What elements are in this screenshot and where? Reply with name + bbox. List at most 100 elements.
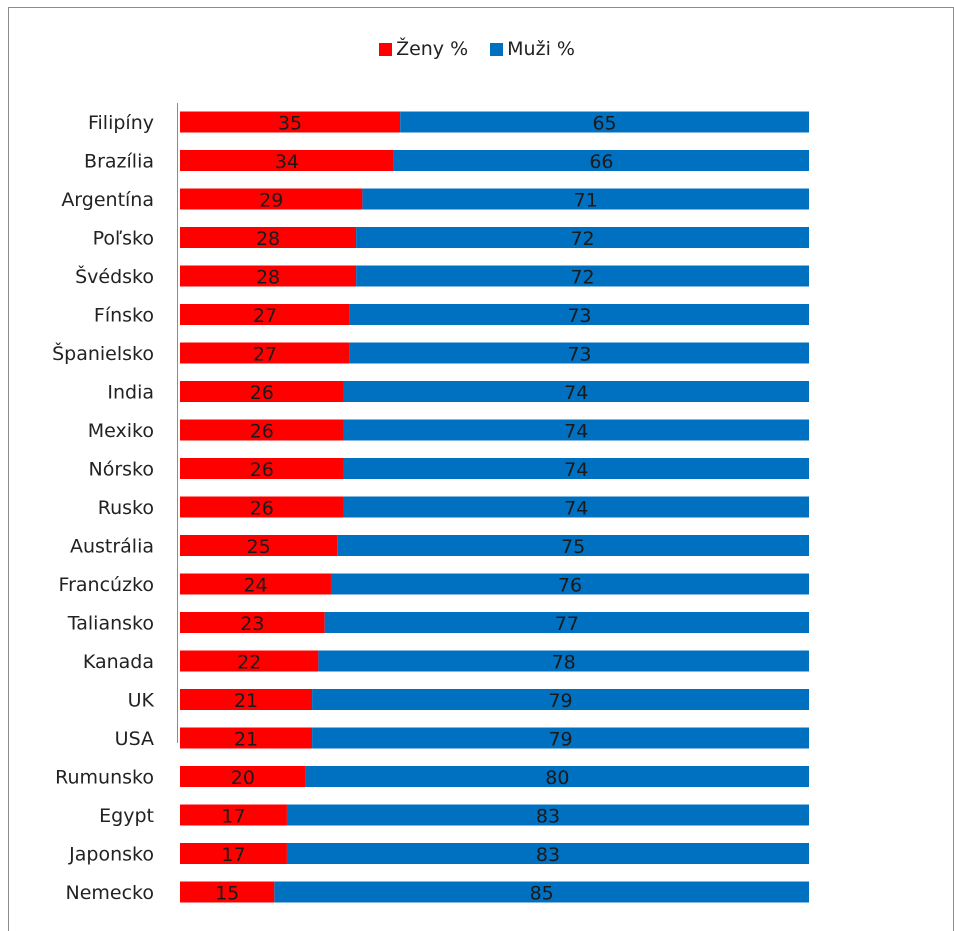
bar-men xyxy=(356,265,809,287)
data-label-women: 26 xyxy=(250,498,274,520)
data-label-women: 34 xyxy=(275,151,299,173)
data-label-women: 28 xyxy=(256,267,280,289)
data-label-men: 71 xyxy=(574,190,598,212)
bar-men xyxy=(400,111,809,133)
bar-women xyxy=(180,265,357,287)
category-label: Brazília xyxy=(84,151,154,173)
data-label-women: 21 xyxy=(234,690,258,712)
data-label-women: 27 xyxy=(253,344,277,366)
bar-women xyxy=(180,227,357,248)
legend: Ženy % Muži % xyxy=(0,36,954,62)
category-label: Nórsko xyxy=(89,459,155,481)
bar-women xyxy=(180,881,275,903)
bar-women xyxy=(180,381,344,402)
category-label: Nemecko xyxy=(66,882,155,904)
legend-label-men: Muži % xyxy=(507,38,575,60)
bar-women xyxy=(180,689,313,710)
data-label-women: 29 xyxy=(259,190,283,212)
data-label-women: 26 xyxy=(250,382,274,404)
data-label-men: 72 xyxy=(570,267,594,289)
data-label-women: 28 xyxy=(256,228,280,250)
bar-women xyxy=(180,766,306,787)
data-label-women: 26 xyxy=(250,421,274,443)
bar-men xyxy=(305,766,809,787)
data-label-men: 73 xyxy=(567,305,591,327)
category-label: Mexiko xyxy=(88,420,154,442)
bar-men xyxy=(286,804,809,826)
category-label: Poľsko xyxy=(93,228,154,250)
bar-women xyxy=(180,804,287,826)
category-label: India xyxy=(107,382,154,404)
category-label: Rusko xyxy=(98,497,154,519)
data-label-men: 66 xyxy=(589,151,613,173)
data-label-men: 74 xyxy=(564,459,588,481)
data-label-men: 74 xyxy=(564,421,588,443)
category-label: Švédsko xyxy=(75,264,154,288)
data-label-women: 26 xyxy=(250,459,274,481)
category-label: Rumunsko xyxy=(55,767,154,789)
category-label: Austrália xyxy=(70,536,154,558)
category-label: Argentína xyxy=(61,189,154,211)
data-label-women: 17 xyxy=(221,806,245,828)
bar-women xyxy=(180,727,313,749)
bar-men xyxy=(343,381,809,402)
bar-men xyxy=(312,727,809,749)
bar-men xyxy=(318,650,809,672)
data-label-men: 72 xyxy=(570,228,594,250)
bar-women xyxy=(180,419,344,441)
data-label-women: 21 xyxy=(234,729,258,751)
bar-women xyxy=(180,650,319,672)
data-label-men: 77 xyxy=(555,613,579,635)
bar-men xyxy=(349,304,809,325)
legend-swatch-men xyxy=(490,42,504,56)
category-label: Filipíny xyxy=(88,112,154,134)
bar-women xyxy=(180,150,394,171)
plot-area: Filipíny 35 65 Brazília 34 66 Argentína 29 71 Poľ… xyxy=(52,103,810,905)
bar-men xyxy=(324,612,809,633)
bar-men xyxy=(286,843,809,864)
bar-men xyxy=(343,458,809,479)
data-label-women: 23 xyxy=(240,613,264,635)
bar-men xyxy=(362,188,809,210)
category-label: Fínsko xyxy=(94,305,154,327)
data-label-women: 25 xyxy=(247,536,271,558)
category-label: USA xyxy=(115,728,154,750)
data-label-men: 75 xyxy=(561,536,585,558)
bar-women xyxy=(180,342,350,364)
bar-women xyxy=(180,458,344,479)
data-label-men: 73 xyxy=(567,344,591,366)
bar-men xyxy=(274,881,810,903)
data-label-women: 22 xyxy=(237,652,261,674)
data-label-women: 35 xyxy=(278,113,302,135)
data-label-women: 15 xyxy=(215,883,239,905)
data-label-men: 83 xyxy=(536,844,560,866)
data-label-men: 80 xyxy=(545,767,569,789)
bar-men xyxy=(343,496,809,518)
category-label: Kanada xyxy=(83,651,154,673)
data-label-men: 65 xyxy=(592,113,616,135)
data-label-women: 27 xyxy=(253,305,277,327)
bar-men xyxy=(337,535,809,556)
legend-label-women: Ženy % xyxy=(396,38,469,60)
legend-swatch-women xyxy=(379,42,393,56)
data-label-men: 74 xyxy=(564,498,588,520)
data-label-women: 17 xyxy=(221,844,245,866)
bar-men xyxy=(343,419,809,441)
bar-men xyxy=(349,342,809,364)
legend-item-women: Ženy % xyxy=(379,38,468,60)
category-label: Egypt xyxy=(99,805,154,827)
bar-men xyxy=(330,573,809,595)
data-label-men: 85 xyxy=(530,883,554,905)
data-label-men: 79 xyxy=(548,690,572,712)
bar-men xyxy=(312,689,809,710)
bar-women xyxy=(180,535,338,556)
data-label-men: 83 xyxy=(536,806,560,828)
bar-men xyxy=(393,150,809,171)
data-label-men: 76 xyxy=(558,575,582,597)
bar-men xyxy=(356,227,809,248)
bar-women xyxy=(180,111,401,133)
data-label-women: 24 xyxy=(243,575,267,597)
legend-item-men: Muži % xyxy=(490,38,575,60)
bar-women xyxy=(180,612,325,633)
